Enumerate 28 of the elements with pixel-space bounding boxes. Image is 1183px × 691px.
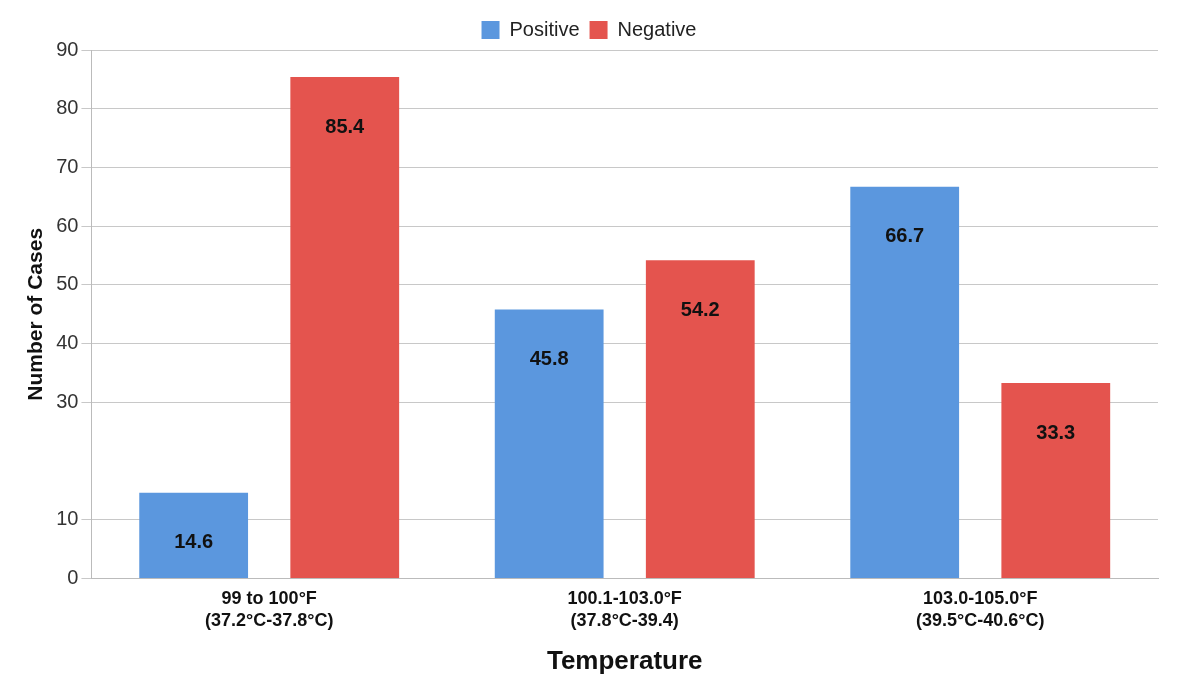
y-tick-label: 30 bbox=[56, 389, 79, 412]
y-tick-label: 80 bbox=[56, 96, 79, 119]
y-tick-label: 90 bbox=[56, 37, 79, 60]
data-label: 54.2 bbox=[680, 297, 720, 320]
y-tick-label: 10 bbox=[56, 507, 79, 530]
y-tick-label: 60 bbox=[56, 213, 79, 236]
x-tick-label: 103.0-105.0°F (39.5°C-40.6°C) bbox=[916, 588, 1045, 630]
y-tick-label: 40 bbox=[56, 331, 79, 354]
x-axis-title: Temperature bbox=[546, 644, 703, 675]
data-label: 66.7 bbox=[885, 224, 925, 247]
y-tick-label: 0 bbox=[67, 566, 79, 589]
bar bbox=[290, 77, 400, 579]
bar bbox=[1001, 383, 1111, 579]
data-label: 45.8 bbox=[529, 347, 569, 370]
data-label: 85.4 bbox=[325, 114, 366, 137]
y-axis-title: Number of Cases bbox=[23, 227, 47, 401]
bar bbox=[645, 260, 755, 579]
bar bbox=[139, 492, 249, 579]
data-label: 33.3 bbox=[1036, 420, 1076, 443]
x-tick-label: 100.1-103.0°F (37.8°C-39.4) bbox=[567, 588, 682, 630]
x-tick-label: 99 to 100°F (37.2°C-37.8°C) bbox=[204, 588, 334, 630]
data-label: 14.6 bbox=[174, 530, 214, 553]
bar bbox=[850, 186, 960, 579]
bar bbox=[494, 309, 604, 579]
y-tick-label: 70 bbox=[56, 154, 79, 177]
legend-label: Negative bbox=[617, 17, 697, 40]
y-tick-label: 50 bbox=[56, 272, 79, 295]
legend-label: Positive bbox=[509, 17, 580, 40]
